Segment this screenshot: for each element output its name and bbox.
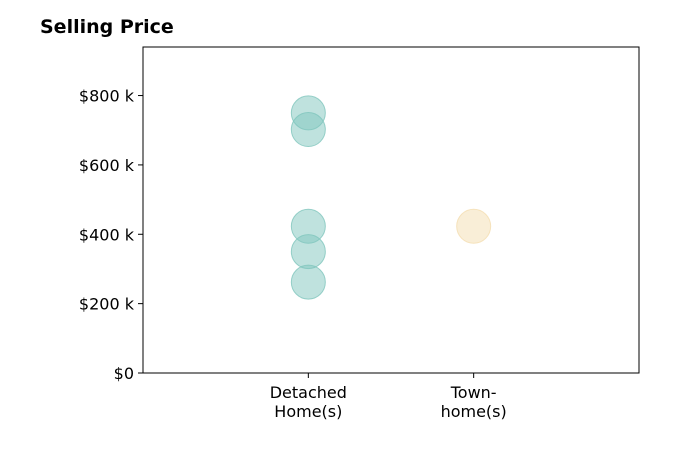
y-tick-label: $800 k (79, 87, 135, 106)
y-tick-label: $600 k (79, 156, 135, 175)
x-tick-label: Detached Home(s) (270, 383, 347, 421)
y-tick-label: $400 k (79, 225, 135, 244)
plot-frame (142, 46, 640, 374)
data-point (290, 264, 326, 300)
data-point (456, 208, 492, 244)
data-point (290, 234, 326, 270)
y-tick-label: $0 (114, 364, 134, 383)
data-point (290, 112, 326, 148)
chart-title: Selling Price (40, 16, 174, 38)
x-tick-label: Town-home(s) (441, 383, 507, 421)
y-tick-label: $200 k (79, 295, 135, 314)
